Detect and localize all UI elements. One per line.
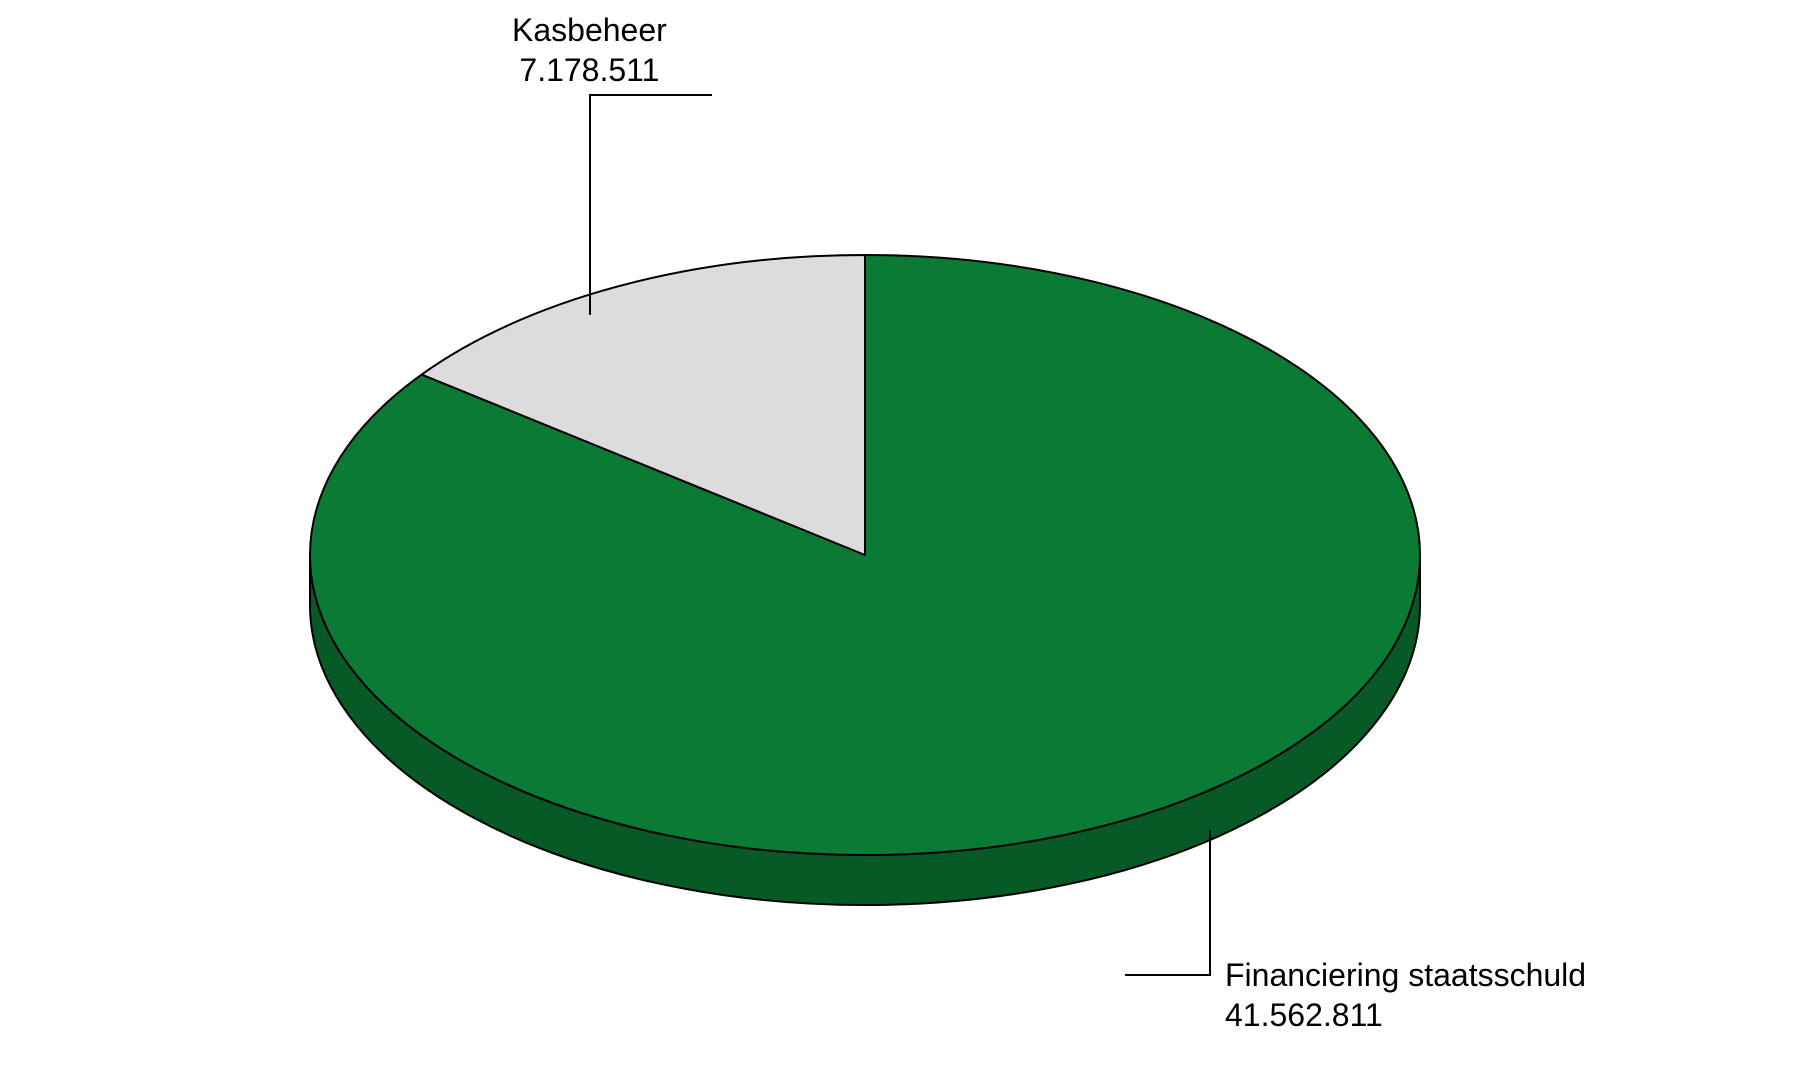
pie-chart-3d <box>0 0 1793 1089</box>
label-financiering: Financiering staatsschuld 41.562.811 <box>1225 955 1586 1035</box>
label-financiering-name: Financiering staatsschuld <box>1225 957 1586 993</box>
label-kasbeheer-value: 7.178.511 <box>519 52 659 88</box>
label-kasbeheer-name: Kasbeheer <box>512 12 667 48</box>
label-financiering-value: 41.562.811 <box>1225 997 1383 1033</box>
label-kasbeheer: Kasbeheer 7.178.511 <box>512 10 667 90</box>
